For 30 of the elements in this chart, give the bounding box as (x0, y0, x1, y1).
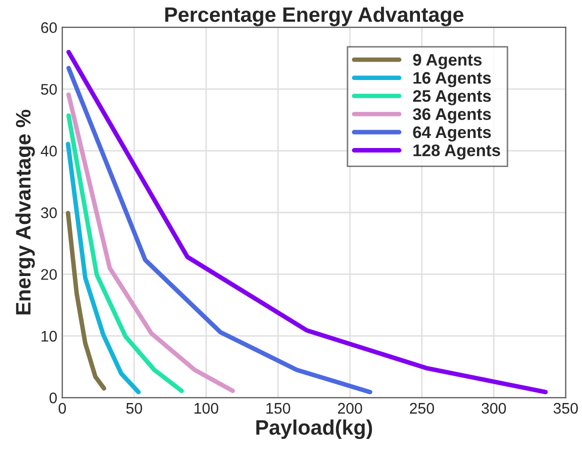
legend-label: 25 Agents (413, 90, 491, 106)
legend-label: 16 Agents (414, 72, 491, 88)
x-tick-label: 200 (338, 402, 362, 414)
y-tick-label: 30 (41, 207, 57, 218)
y-tick-label: 40 (40, 146, 57, 156)
y-tick-label: 10 (42, 330, 57, 342)
line-series (66, 66, 372, 394)
line-series (66, 50, 548, 394)
line-series (66, 92, 235, 394)
y-tick-label: 60 (41, 22, 57, 34)
y-axis-title: Energy Advantage % (15, 110, 35, 314)
x-tick-label: 50 (126, 402, 142, 414)
x-axis-title: Payload(kg) (256, 420, 372, 440)
y-tick-label: 0 (50, 392, 57, 404)
legend-label: 64 Agents (413, 126, 491, 142)
x-tick-label: 0 (58, 402, 66, 414)
x-tick-label: 150 (266, 402, 290, 414)
x-tick-label: 350 (554, 402, 578, 414)
x-tick-label: 300 (482, 402, 506, 414)
legend-label: 36 Agents (412, 108, 491, 124)
y-tick-label: 50 (41, 84, 57, 95)
line-series (66, 113, 184, 394)
line-series (66, 210, 106, 391)
y-tick-label: 20 (41, 269, 57, 280)
line-series (66, 142, 141, 394)
legend-label: 9 Agents (413, 54, 482, 70)
legend-label: 128 Agents (414, 144, 500, 160)
x-tick-label: 100 (194, 402, 218, 414)
x-tick-label: 250 (410, 402, 434, 414)
chart-title: Percentage Energy Advantage (165, 6, 464, 26)
